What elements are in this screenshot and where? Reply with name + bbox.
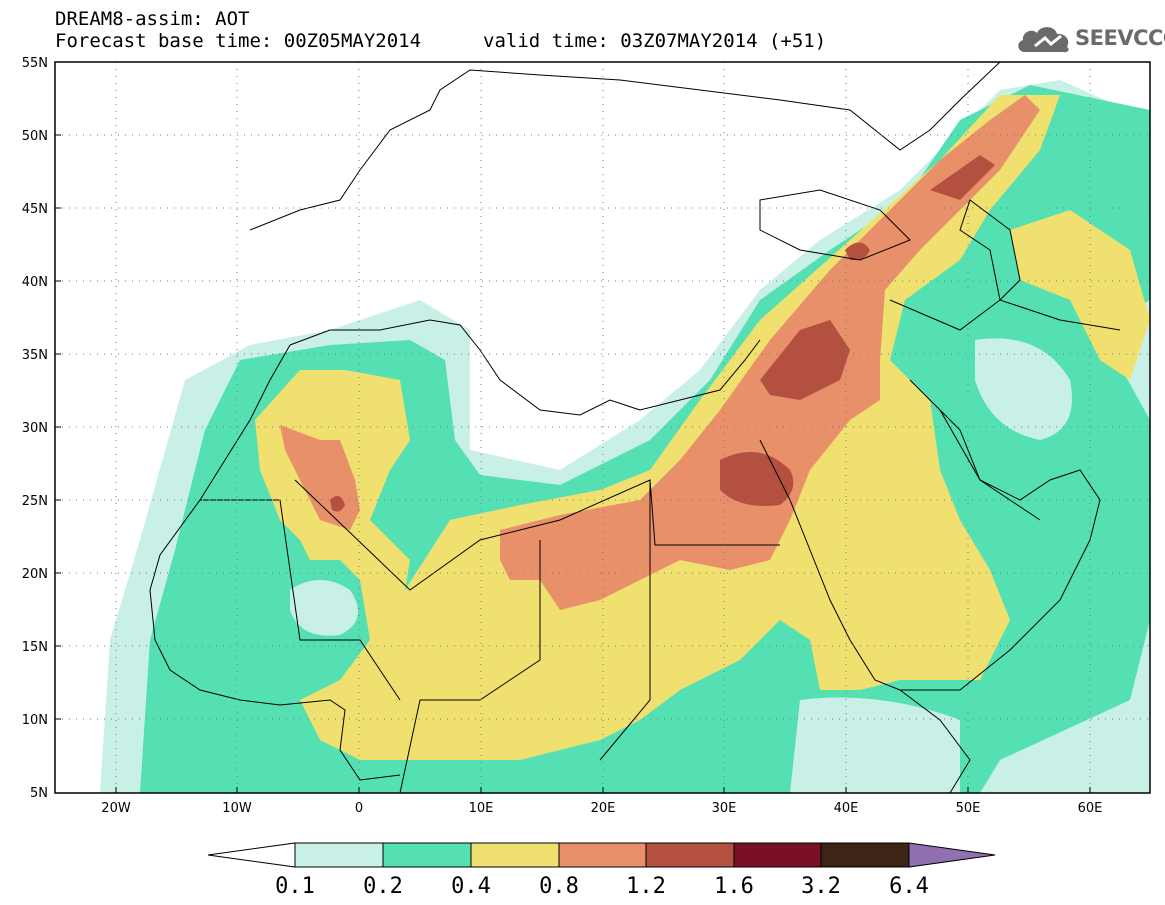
colorbar-swatch-1 (382, 842, 472, 868)
colorbar-swatch-3 (558, 842, 647, 868)
colorbar-swatch-0 (294, 842, 384, 868)
aot-contour-1.2 (330, 496, 345, 512)
lon-label: 40E (834, 801, 859, 816)
black-sea-coastline (759, 189, 911, 261)
aot-contour-0.4-east (1010, 210, 1150, 380)
lat-label: 35N (22, 348, 48, 363)
colorbar-over-arrow (908, 842, 996, 868)
lon-label: 20W (101, 801, 131, 816)
forecast-base-time: Forecast base time: 00Z05MAY2014 (55, 30, 422, 52)
cloud-icon (1018, 27, 1069, 53)
lon-label: 0 (355, 801, 363, 816)
aot-contour-1.2 (930, 155, 995, 200)
lat-label: 10N (22, 713, 48, 728)
colorbar-label: 0.1 (275, 874, 315, 899)
aot-contour-0.1-hole (790, 697, 960, 793)
lon-label: 10E (469, 801, 494, 816)
colorbar-label: 0.8 (539, 874, 579, 899)
europe-coastline (249, 62, 1001, 231)
longitude-labels: 20W 10W 0 10E 20E 30E 40E 50E 60E (101, 801, 1102, 816)
lat-label: 20N (22, 567, 48, 582)
colorbar-label: 3.2 (801, 874, 841, 899)
lat-label: 5N (30, 786, 48, 801)
colorbar-under-arrow (207, 842, 296, 868)
colorbar-label: 0.2 (363, 874, 403, 899)
colorbar-swatch-6 (820, 842, 910, 868)
lat-label: 30N (22, 421, 48, 436)
east-africa-coastline (899, 689, 971, 793)
colorbar-swatch-4 (645, 842, 735, 868)
west-africa-coastline (149, 344, 401, 781)
aot-contour-0.1-hole (975, 338, 1072, 440)
north-africa-coastline (289, 319, 761, 416)
colorbar (207, 842, 996, 868)
colorbar-label: 1.6 (714, 874, 754, 899)
border-line (200, 499, 401, 701)
latitude-labels: 55N 50N 45N 40N 35N 30N 25N 20N 15N 10N … (22, 56, 48, 801)
aot-contour-0.1-hole (290, 580, 358, 636)
border-line (599, 480, 651, 761)
aot-contour-0.8 (500, 95, 1040, 610)
lat-label: 55N (22, 56, 48, 71)
colorbar-swatch-5 (733, 842, 822, 868)
aot-field (100, 80, 1150, 793)
colorbar-swatch-2 (470, 842, 560, 868)
colorbar-labels: 0.1 0.2 0.4 0.8 1.2 1.6 3.2 6.4 (275, 874, 929, 899)
lat-label: 50N (22, 129, 48, 144)
lat-label: 45N (22, 202, 48, 217)
aot-contour-1.2 (720, 452, 794, 506)
axis-ticks (55, 61, 1091, 794)
border-line (399, 540, 541, 793)
lat-label: 40N (22, 275, 48, 290)
map-title: DREAM8-assim: AOT (55, 8, 250, 30)
border-line (294, 479, 780, 591)
border-line (939, 409, 1041, 521)
lon-label: 60E (1078, 801, 1103, 816)
colorbar-label: 6.4 (889, 874, 929, 899)
lon-label: 30E (712, 801, 737, 816)
logo-text: SEEVCCC (1075, 26, 1165, 50)
arabia-coastline (900, 379, 1101, 691)
lon-label: 50E (956, 801, 981, 816)
lon-label: 20E (591, 801, 616, 816)
graticule (55, 62, 1150, 793)
colorbar-label: 0.4 (451, 874, 491, 899)
logo: SEEVCCC (1015, 22, 1165, 56)
aot-contour-1.2 (845, 242, 870, 261)
lat-label: 25N (22, 494, 48, 509)
colorbar-label: 1.2 (626, 874, 666, 899)
aot-contour-1.2 (760, 320, 850, 400)
lat-label: 15N (22, 640, 48, 655)
border-line (889, 299, 1121, 331)
valid-time: valid time: 03Z07MAY2014 (+51) (483, 30, 827, 52)
lon-label: 10W (222, 801, 252, 816)
